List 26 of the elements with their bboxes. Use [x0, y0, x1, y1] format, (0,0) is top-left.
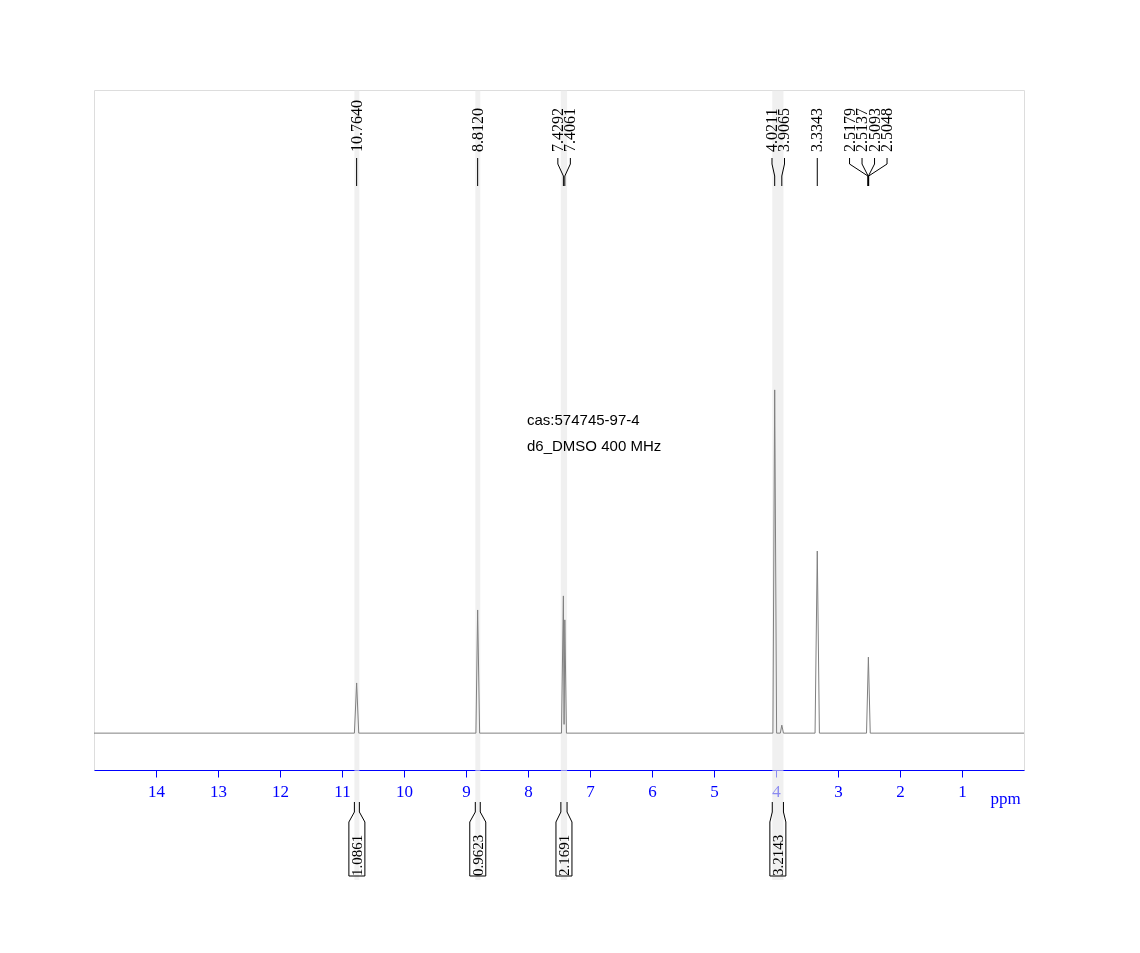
x-tick-label: 2 [896, 781, 905, 801]
x-tick-label: 8 [524, 781, 533, 801]
annotation: cas:574745-97-4 [527, 411, 640, 428]
x-tick-label: 6 [648, 781, 657, 801]
x-tick-label: 9 [462, 781, 471, 801]
x-axis-title: ppm [990, 788, 1021, 808]
x-tick-label: 7 [586, 781, 596, 801]
x-tick-label: 4 [772, 781, 782, 801]
annotation: 7.4292 [548, 108, 566, 152]
x-tick-label: 12 [272, 781, 289, 801]
annotation: 8.8120 [468, 108, 486, 152]
x-tick-label: 1 [958, 781, 967, 801]
x-tick-label: 5 [710, 781, 719, 801]
band-label: 3.2143 [769, 834, 786, 876]
annotation: 4.0211 [762, 108, 780, 152]
band-label: 1.0861 [348, 834, 365, 876]
x-tick-label: 10 [396, 781, 413, 801]
x-tick-label: 13 [210, 781, 227, 801]
band-label: 2.1691 [555, 834, 572, 876]
annotation: 3.3343 [808, 108, 826, 152]
x-tick-label: 14 [148, 781, 166, 801]
x-tick-label: 11 [334, 781, 351, 801]
annotation: 10.7640 [347, 100, 365, 152]
x-tick-label: 3 [834, 781, 843, 801]
band-label: 0.9623 [469, 834, 486, 876]
annotation: d6_DMSO 400 MHz [527, 437, 662, 454]
